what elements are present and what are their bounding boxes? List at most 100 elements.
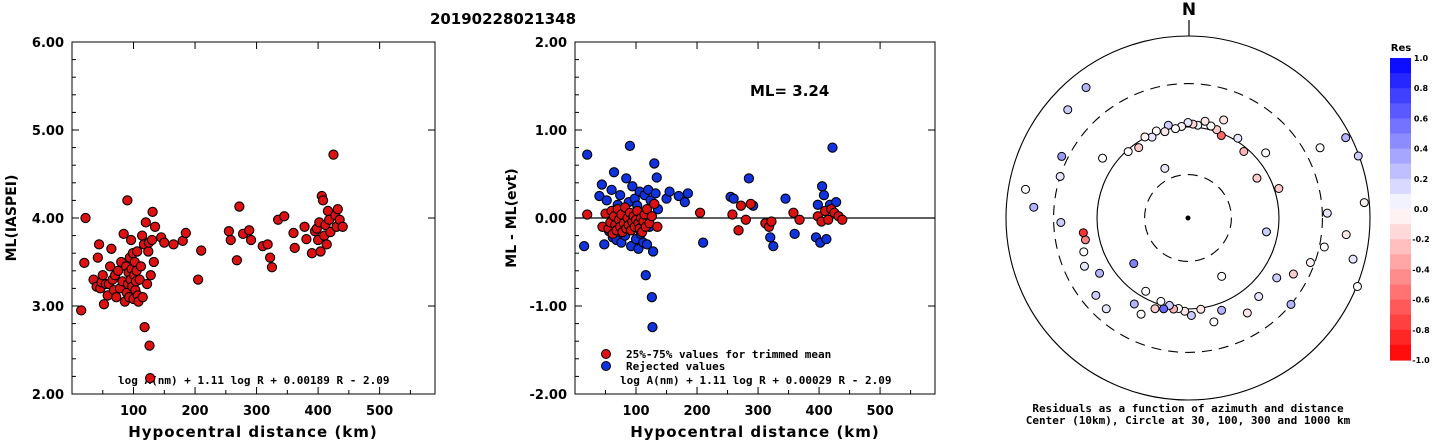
station-marker: [1186, 310, 1196, 320]
data-point: [93, 239, 105, 250]
colorbar-segment: [1390, 73, 1411, 89]
station-marker: [1341, 230, 1351, 240]
left-ytick-label: 4.00: [32, 212, 64, 227]
rejected-point: [649, 158, 660, 169]
middle-ylabel: ML - ML(evt): [504, 168, 520, 267]
data-point: [262, 239, 273, 250]
data-point: [264, 252, 276, 263]
data-point: [266, 262, 278, 273]
left-plot-frame: [71, 41, 436, 395]
colorbar-segment: [1390, 193, 1411, 210]
colorbar-segment: [1390, 118, 1411, 135]
distance-ring: [1005, 35, 1371, 401]
data-point: [315, 246, 326, 257]
trimmed-point: [837, 214, 848, 225]
distance-ring: [1144, 174, 1232, 262]
data-point: [149, 221, 161, 232]
station-marker: [1056, 217, 1066, 227]
legend-trimmed-label: 25%-75% values for trimmed mean: [626, 348, 831, 361]
station-marker: [1216, 131, 1226, 141]
middle-formula: log A(nm) + 1.11 log R + 0.00029 R - 2.0…: [620, 374, 892, 387]
station-marker: [1151, 126, 1161, 136]
left-xtick-label: 400: [305, 404, 332, 419]
station-marker: [1288, 269, 1298, 279]
colorbar-tick-label: 0.2: [1414, 175, 1428, 184]
colorbar-tick-label: -0.4: [1412, 265, 1430, 274]
colorbar-segment: [1390, 254, 1411, 270]
data-point: [279, 211, 290, 222]
station-marker: [1095, 268, 1105, 278]
colorbar-tick-label: -0.2: [1412, 235, 1430, 244]
data-point: [79, 257, 90, 269]
left-xlabel: Hypocentral distance (km): [128, 423, 378, 441]
station-marker: [1150, 304, 1160, 314]
rejected-point: [640, 270, 651, 281]
left-xtick-label: 300: [243, 404, 270, 419]
rejected-point: [812, 199, 823, 210]
station-marker: [1079, 247, 1089, 257]
data-point: [321, 239, 332, 250]
trimmed-point: [641, 204, 653, 215]
rejected-point: [827, 142, 838, 153]
legend-rejected-marker: [601, 361, 611, 371]
trimmed-point: [646, 211, 658, 222]
station-marker: [1319, 242, 1329, 252]
left-ylabel: ML(IASPEI): [4, 175, 20, 262]
rejected-point: [679, 197, 690, 208]
colorbar-tick-label: 0.8: [1414, 84, 1429, 93]
colorbar-segment: [1390, 178, 1411, 195]
middle-xtick-label: 500: [867, 404, 894, 419]
station-marker: [1261, 227, 1271, 237]
north-label: N: [1182, 0, 1196, 20]
trimmed-point: [733, 225, 744, 236]
station-marker: [1078, 228, 1088, 238]
colorbar-segment: [1390, 148, 1411, 165]
rejected-point: [650, 188, 661, 199]
station-marker: [1242, 308, 1252, 318]
colorbar-tick-label: -0.6: [1412, 296, 1430, 305]
data-point: [289, 242, 300, 254]
data-point: [328, 149, 339, 160]
data-point: [301, 233, 312, 245]
station-marker: [1081, 83, 1091, 93]
data-point: [234, 201, 245, 212]
left-xtick-label: 200: [181, 404, 208, 419]
trimmed-point: [788, 207, 799, 218]
rejected-point: [615, 189, 626, 201]
polar-caption-2: Center (10km), Circle at 30, 100, 300 an…: [1026, 414, 1351, 427]
left-ytick-label: 6.00: [32, 36, 64, 51]
trimmed-point: [727, 209, 738, 220]
rejected-point: [647, 246, 659, 257]
station-marker: [1021, 184, 1031, 194]
colorbar-segment: [1390, 209, 1411, 225]
rejected-point: [673, 190, 684, 202]
rejected-point: [765, 232, 776, 243]
data-point: [97, 270, 108, 281]
rejected-point: [621, 173, 632, 184]
station-marker: [1159, 304, 1169, 314]
rejected-point: [651, 172, 662, 183]
trimmed-point: [740, 214, 751, 225]
colorbar-segment: [1390, 329, 1411, 346]
colorbar-tick-label: -1.0: [1412, 356, 1430, 365]
middle-ytick-label: -1.00: [530, 300, 567, 315]
data-point: [122, 195, 133, 206]
data-point: [135, 261, 147, 272]
ml-annotation: ML= 3.24: [750, 82, 829, 100]
rejected-point: [594, 190, 605, 202]
data-point: [332, 204, 343, 215]
trimmed-point: [823, 214, 834, 225]
rejected-point: [606, 184, 617, 195]
station-marker: [1136, 309, 1146, 319]
rejected-point: [599, 239, 610, 250]
colorbar-segment: [1390, 103, 1411, 119]
trimmed-point: [794, 214, 805, 225]
rejected-point: [728, 193, 739, 204]
station-marker: [1057, 151, 1067, 161]
station-marker: [1305, 258, 1315, 268]
middle-xlabel: Hypocentral distance (km): [630, 423, 880, 441]
data-point: [98, 299, 110, 310]
station-marker: [1079, 261, 1089, 271]
data-point: [132, 246, 143, 257]
trimmed-point: [766, 216, 777, 227]
